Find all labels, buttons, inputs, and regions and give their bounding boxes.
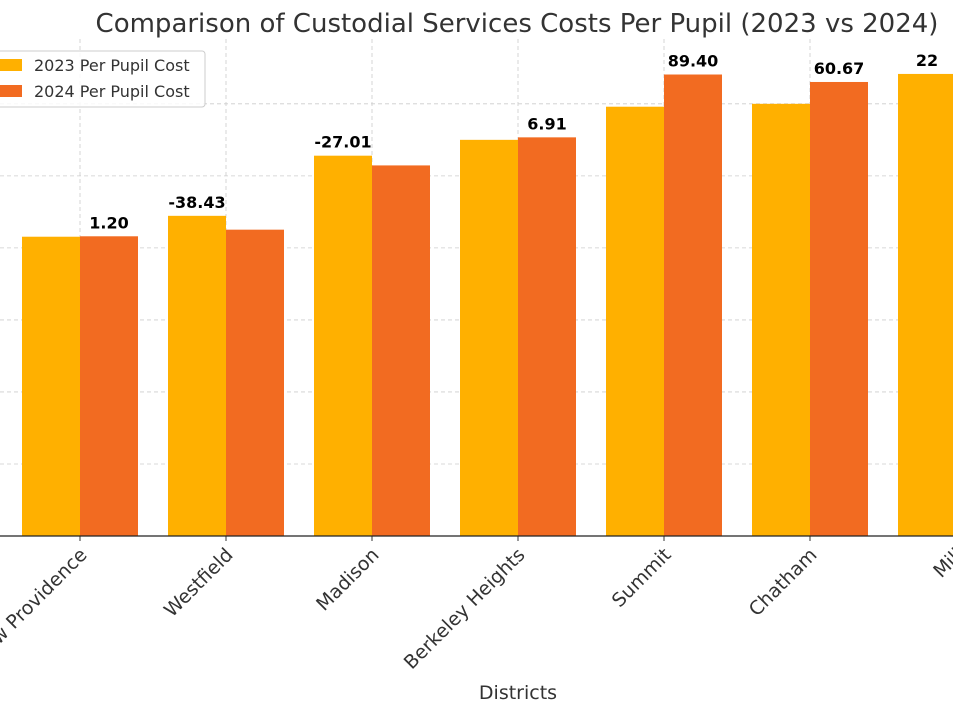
chart-title: Comparison of Custodial Services Costs P… [96,9,939,39]
bar [372,165,430,536]
x-tick-label: Westfield [160,544,238,622]
bar [168,215,226,536]
bar [664,74,722,537]
legend: 2023 Per Pupil Cost 2024 Per Pupil Cost [0,50,206,108]
legend-swatch [0,59,22,71]
difference-label: -38.43 [168,193,225,212]
legend-swatch [0,85,22,97]
bar [898,73,953,537]
difference-label: 22 [916,51,938,70]
bar [752,103,810,537]
bar [80,236,138,536]
bar [314,155,372,536]
bar [22,236,80,537]
bar [460,139,518,536]
difference-label: 60.67 [814,59,865,78]
bar [518,137,576,536]
difference-label: -27.01 [314,133,371,152]
x-axis-label: Districts [479,682,557,704]
difference-label: 89.40 [668,52,719,71]
x-tick-label: Madison [312,544,383,615]
difference-label: 1.20 [89,213,128,232]
x-tick-label: New Providence [0,544,92,667]
x-tick-label: Mill [929,544,953,582]
bar [226,229,284,537]
bar [606,106,664,536]
difference-label: 6.91 [527,114,566,133]
x-tick-label: Chatham [745,544,822,621]
bar [810,81,868,536]
legend-label: 2024 Per Pupil Cost [34,82,190,101]
legend-label: 2023 Per Pupil Cost [34,56,190,75]
legend-frame [0,50,206,108]
x-tick-label: Summit [608,544,676,612]
x-tick-label: Berkeley Heights [400,544,530,674]
